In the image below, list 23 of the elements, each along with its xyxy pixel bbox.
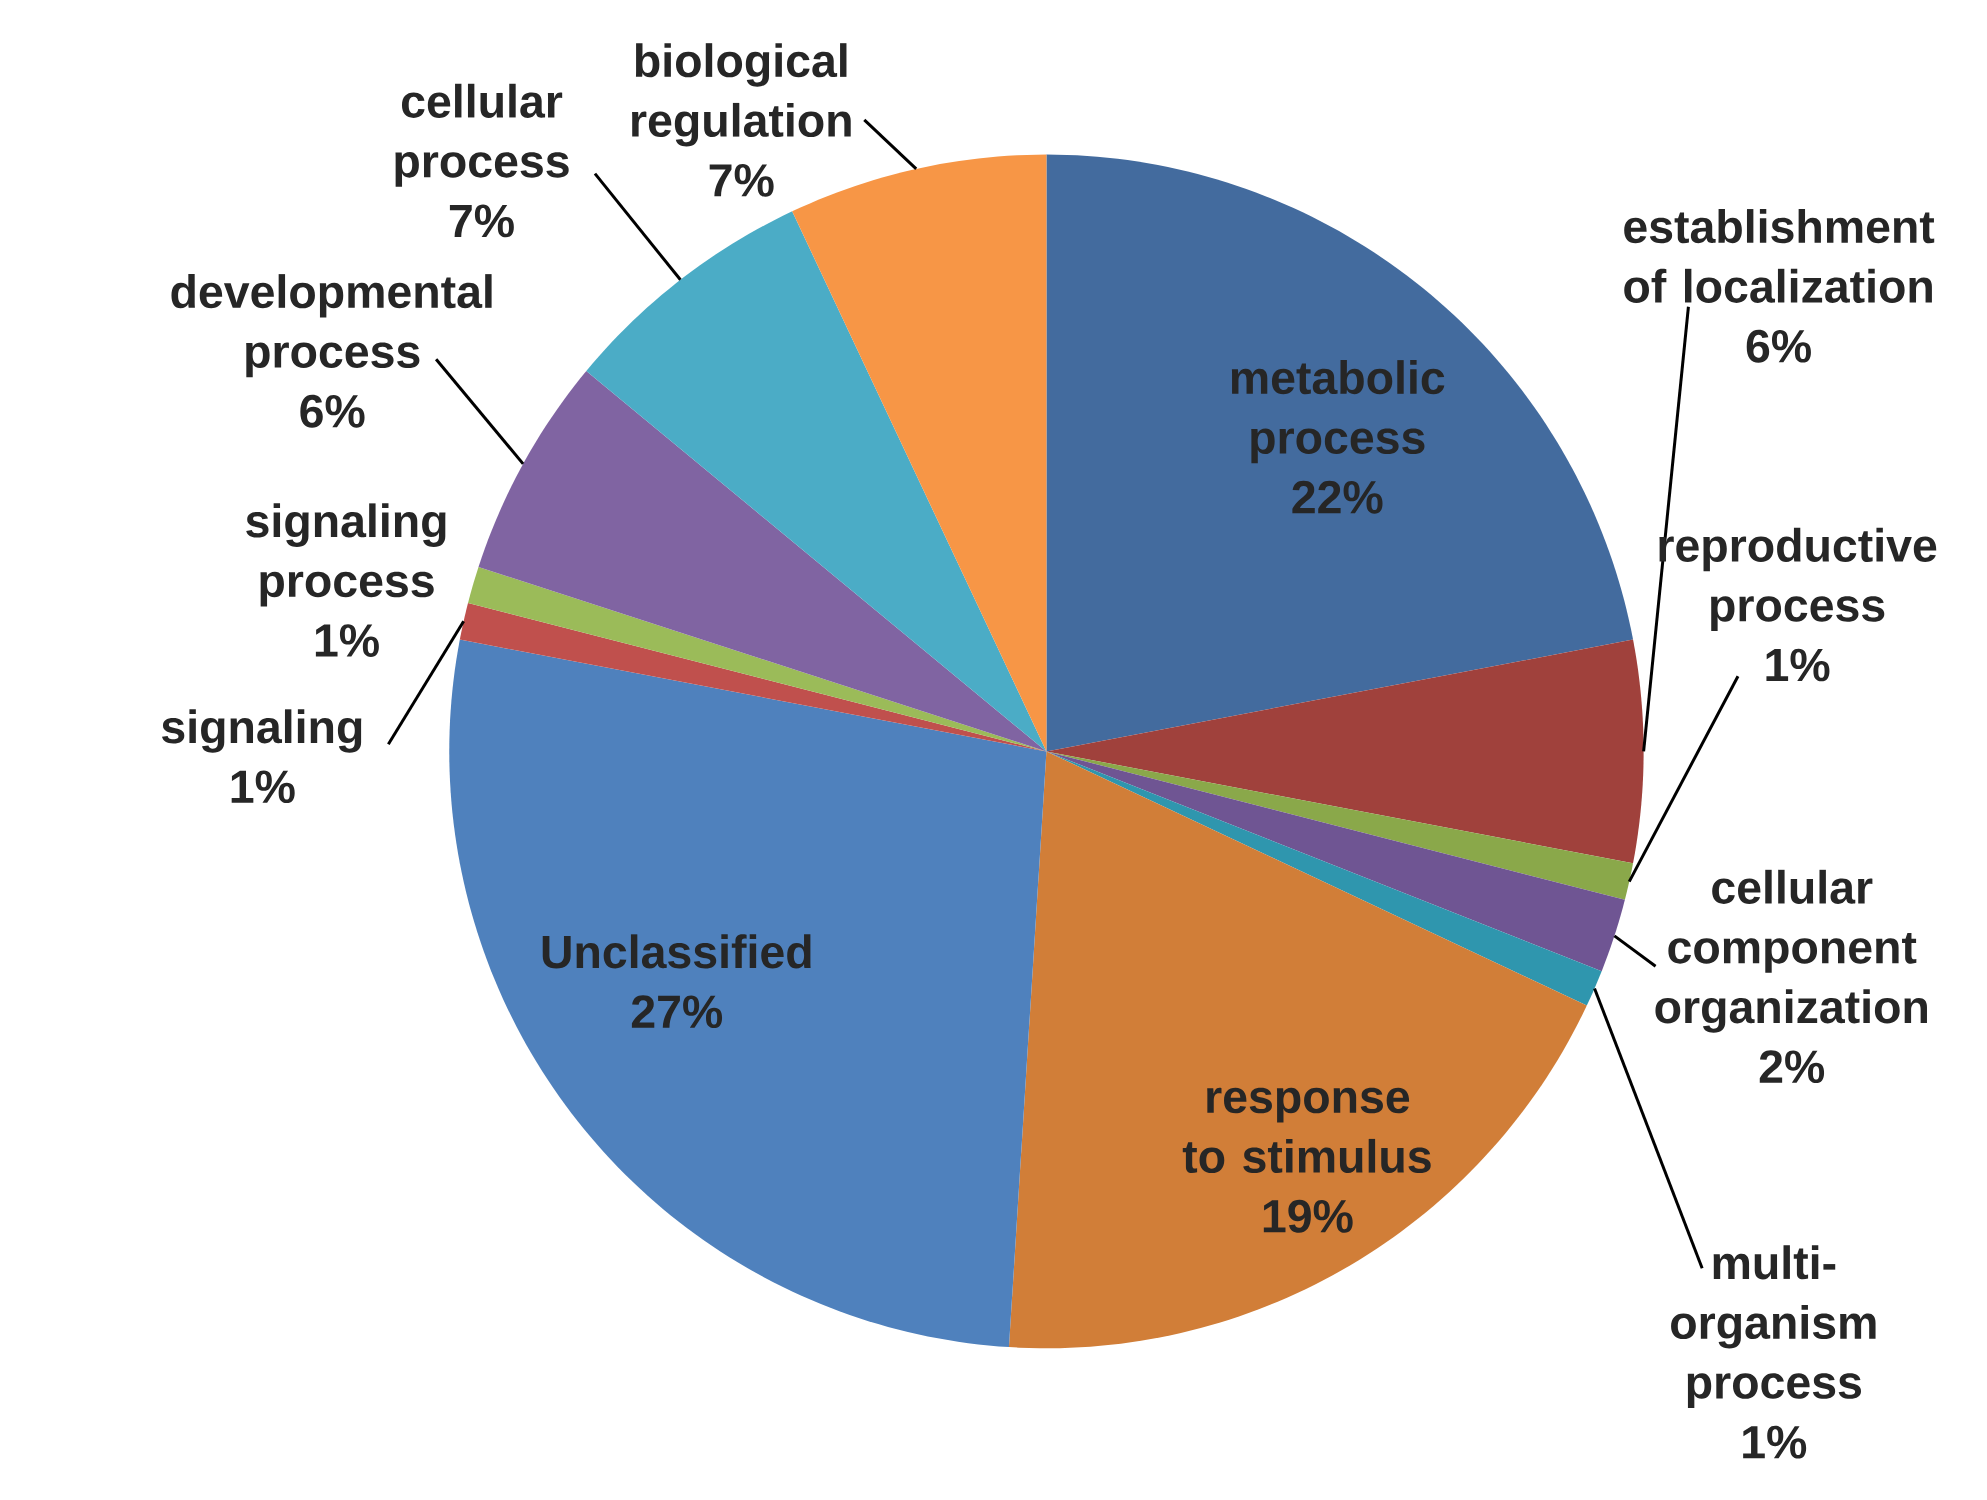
- slice-label: cellular component organization: [1655, 869, 1927, 1033]
- slice-label: cellular process: [395, 83, 569, 187]
- data-label: 19%: [1263, 1199, 1353, 1233]
- slice-label: biological regulation: [632, 42, 851, 147]
- data-label: 7%: [449, 204, 514, 238]
- slice-label: establishment of localization: [1624, 208, 1935, 303]
- data-label: 6%: [300, 394, 365, 428]
- slice-label: multi-organism process: [1671, 1245, 1876, 1408]
- data-label: 7%: [709, 163, 774, 197]
- slice-label: response to stimulus: [1182, 1087, 1431, 1173]
- data-label: 6%: [1746, 329, 1811, 363]
- slice-label: developmental process: [171, 273, 492, 377]
- data-label: 1%: [231, 770, 295, 803]
- data-label: 1%: [1766, 648, 1830, 682]
- slice-label: metabolic process: [1231, 359, 1445, 463]
- slice-label: Unclassified: [542, 934, 811, 969]
- slice-label: signaling process: [246, 503, 446, 607]
- data-label: 1%: [315, 623, 379, 657]
- data-label: 22%: [1292, 480, 1383, 514]
- data-label: 1%: [1743, 1425, 1807, 1459]
- slice-label: signaling: [161, 709, 362, 753]
- data-label: 2%: [1759, 1049, 1825, 1083]
- data-label: 27%: [631, 995, 723, 1028]
